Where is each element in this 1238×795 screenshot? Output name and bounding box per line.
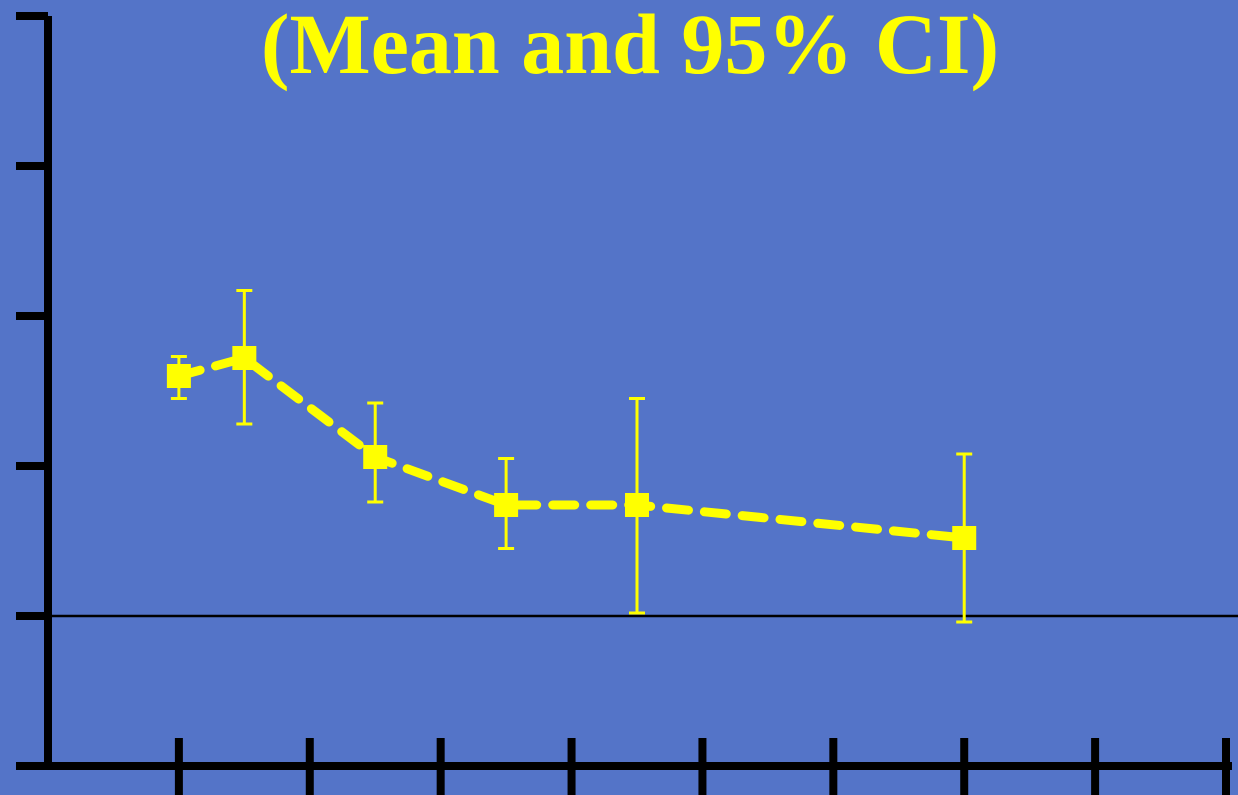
data-point-marker: [363, 445, 388, 469]
data-point-marker: [232, 346, 257, 370]
data-point-marker: [952, 526, 977, 550]
data-point-marker: [625, 493, 649, 517]
series-line: [174, 353, 969, 543]
data-point-marker: [166, 364, 191, 388]
chart-title: (Mean and 95% CI): [261, 0, 999, 92]
data-point-marker: [494, 493, 519, 517]
